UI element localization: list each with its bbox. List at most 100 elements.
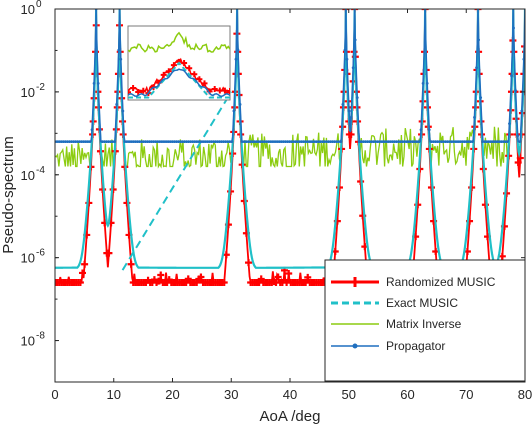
propagator-marker [401,140,404,144]
propagator-marker [487,140,491,144]
x-tick-label: 30 [224,387,238,402]
propagator-marker [440,140,443,144]
y-axis-label: Pseudo-spectrum [0,136,17,254]
randomized-music-marker [522,48,525,56]
propagator-marker [448,140,452,144]
propagator-marker [489,140,493,144]
propagator-marker [306,140,310,144]
propagator-marker [176,140,180,144]
propagator-marker [427,128,431,132]
inset-randomized-music-marker [181,59,188,66]
propagator-marker [74,140,77,144]
propagator-marker [298,140,302,144]
propagator-marker [349,116,353,119]
x-tick-label: 10 [107,387,121,402]
propagator-marker [65,140,69,144]
propagator-marker [189,140,193,144]
propagator-marker [316,140,320,144]
propagator-marker [425,81,429,85]
propagator-marker [160,140,164,144]
propagator-marker [493,140,497,144]
propagator-marker [257,140,260,144]
propagator-marker [72,140,75,144]
propagator-marker [522,57,525,61]
propagator-marker [226,140,230,144]
propagator-marker [216,140,219,144]
propagator-marker [285,140,289,144]
inset-randomized-music-marker [128,89,131,96]
x-tick-label: 80 [518,387,532,402]
propagator-marker [304,140,308,144]
propagator-marker [222,140,226,144]
propagator-marker [466,140,470,144]
propagator-marker [438,140,441,144]
propagator-marker [279,140,283,144]
inset-randomized-music-marker [170,62,177,69]
propagator-marker [446,140,450,144]
propagator-marker [347,109,351,113]
propagator-marker [508,122,511,126]
propagator-marker [503,140,507,144]
propagator-marker [411,140,415,144]
propagator-marker [61,140,65,144]
propagator-marker [218,140,221,144]
propagator-marker [92,81,96,85]
propagator-marker [290,140,293,144]
inset-randomized-music-marker [135,88,142,95]
propagator-marker [327,140,330,144]
propagator-marker [409,140,413,144]
propagator-marker [255,140,258,144]
propagator-marker [520,109,524,113]
propagator-marker [156,140,160,144]
legend-label: Randomized MUSIC [386,275,496,289]
propagator-marker [281,140,285,144]
propagator-marker [195,140,199,144]
propagator-marker [444,140,448,144]
propagator-marker [314,140,318,144]
propagator-marker [211,140,215,144]
legend: Randomized MUSIC Exact MUSIC Matrix Invers… [324,259,526,382]
propagator-marker [403,140,406,144]
propagator-marker [88,140,92,144]
propagator-marker [386,140,390,144]
inset-randomized-music-marker [191,71,198,78]
propagator-marker [251,140,254,144]
propagator-marker [491,140,495,144]
propagator-marker [144,140,147,144]
propagator-marker [310,140,314,144]
inset-randomized-music-marker [227,87,230,94]
propagator-marker [370,140,374,144]
propagator-marker [191,140,195,144]
inset-randomized-music-marker [186,65,193,72]
propagator-marker [84,140,88,144]
propagator-marker [70,140,73,144]
propagator-marker [434,140,437,144]
propagator-marker [259,140,263,144]
propagator-marker [436,140,439,144]
propagator-marker [238,103,242,106]
propagator-marker [351,66,355,70]
inset-randomized-music-marker [160,71,167,78]
propagator-marker [499,140,503,144]
propagator-marker [329,140,332,144]
propagator-marker [107,140,110,144]
propagator-marker [471,140,474,144]
propagator-marker [468,140,472,144]
inset-randomized-music-marker [201,80,208,87]
propagator-marker [185,140,189,144]
y-tick-exponent: -6 [36,248,45,259]
legend-marker [352,343,358,349]
inset-randomized-music-marker [216,87,223,94]
zoom-inset [127,25,231,101]
propagator-marker [187,140,191,144]
propagator-marker [199,140,203,144]
series-markers-propagator [55,9,525,144]
propagator-marker [364,140,367,144]
propagator-marker [450,140,454,144]
propagator-marker [172,140,176,144]
propagator-marker [137,140,141,144]
propagator-marker [179,140,182,144]
propagator-marker [505,140,509,144]
propagator-marker [475,66,478,70]
propagator-marker [193,140,197,144]
